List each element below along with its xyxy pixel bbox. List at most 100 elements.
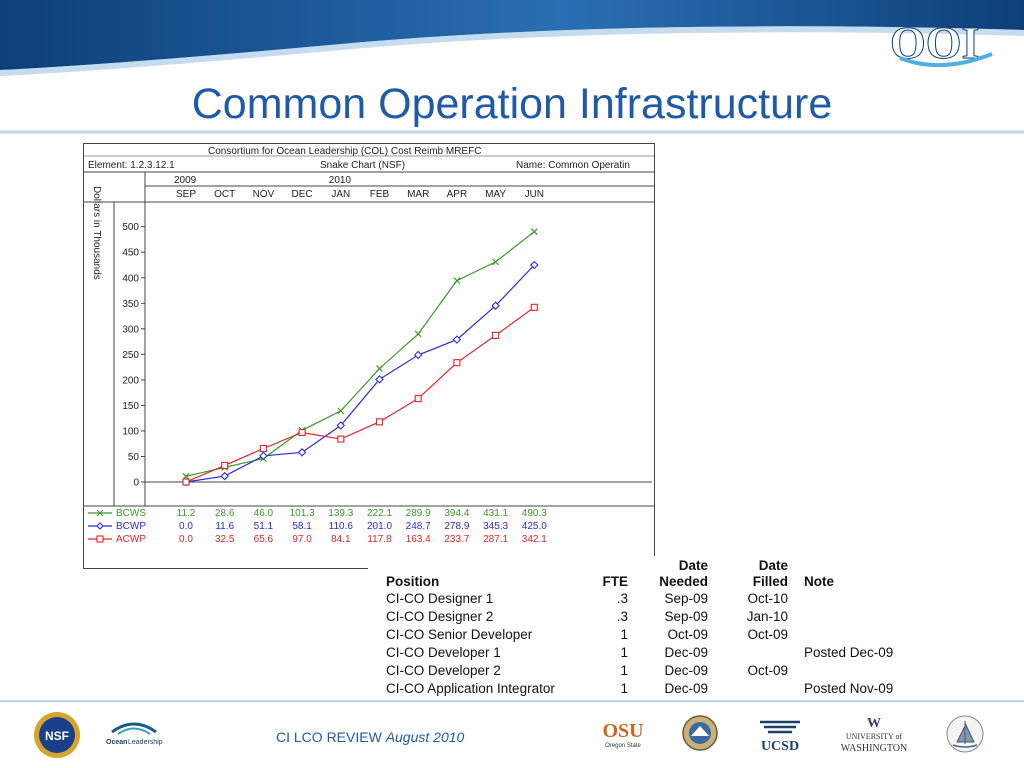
cell-note (792, 626, 918, 644)
cell-note (792, 608, 918, 626)
header-fte: FTE (602, 574, 629, 589)
y-tick-label: 100 (122, 426, 139, 437)
osu-logo: OSU Oregon State (602, 713, 643, 758)
x-tick-label: JAN (331, 189, 350, 200)
data-label-bcws: 46.0 (254, 508, 274, 519)
data-label-acwp: 65.6 (254, 534, 274, 545)
y-tick-label: 350 (122, 299, 139, 310)
data-label-acwp: 163.4 (406, 534, 431, 545)
x-tick-label: SEP (176, 189, 196, 200)
svg-text:UCSD: UCSD (761, 739, 799, 754)
svg-text:WASHINGTON: WASHINGTON (841, 743, 907, 754)
cell-fte: .3 (616, 591, 628, 606)
data-point-bcwp (220, 471, 229, 481)
data-label-acwp: 84.1 (331, 534, 351, 545)
x-tick-label: APR (447, 189, 468, 200)
oceanographic-institution-logo (945, 714, 985, 759)
data-label-bcwp: 278.9 (444, 521, 469, 532)
cell-fte: 1 (620, 645, 628, 660)
cell-fte: .3 (616, 609, 628, 624)
data-label-bcws: 222.1 (367, 508, 392, 519)
staffing-table: Position FTE Date Needed Date Filled Note … (382, 558, 918, 698)
footer-divider (0, 700, 1024, 702)
table-row: CI-CO Developer 1 1 Dec-09 Posted Dec-09 (382, 644, 918, 662)
y-axis-title: Dollars in Thousands (91, 186, 102, 280)
data-point-acwp (337, 435, 345, 443)
table-row: CI-CO Application Integrator 1 Dec-09 Po… (382, 680, 918, 698)
data-point-bcwp (530, 260, 539, 270)
data-label-bcwp: 11.6 (215, 521, 234, 532)
y-tick-label: 150 (122, 401, 139, 412)
svg-text:Leadership: Leadership (128, 739, 163, 746)
y-tick-label: 500 (122, 222, 139, 233)
data-point-bcwp (491, 301, 500, 310)
ocean-leadership-logo: Ocean Leadership (104, 714, 164, 759)
cell-date-filled (712, 644, 792, 662)
cell-date-filled: Oct-09 (747, 627, 788, 642)
legend-label-bcwp: BCWP (116, 521, 146, 532)
table-header-row: Position FTE Date Needed Date Filled Note (382, 558, 918, 590)
data-point-acwp (453, 359, 461, 367)
x-tick-label: DEC (292, 189, 313, 200)
data-label-bcwp: 201.0 (367, 521, 392, 532)
cell-date-needed: Dec-09 (664, 645, 708, 660)
x-tick-label: MAY (485, 189, 506, 200)
x-tick-label: JUN (525, 189, 544, 200)
data-point-acwp (414, 395, 422, 403)
data-point-acwp (182, 478, 190, 486)
data-point-bcws (376, 365, 383, 373)
snake-chart: Consortium for Ocean Leadership (COL) Co… (83, 143, 655, 569)
ooi-logo: OOI (886, 14, 1004, 74)
svg-text:W: W (867, 716, 881, 731)
data-label-acwp: 233.7 (444, 534, 469, 545)
year-label: 2009 (174, 175, 197, 186)
chart-name-label: Name: Common Operatin (516, 160, 630, 171)
data-point-acwp (259, 444, 267, 453)
cell-position: CI-CO Application Integrator (386, 681, 555, 696)
legend-marker-acwp (96, 535, 104, 543)
data-point-bcws (337, 407, 345, 415)
y-tick-label: 250 (122, 350, 139, 361)
data-label-acwp: 32.5 (215, 534, 235, 545)
data-point-bcws (453, 277, 461, 285)
legend-label-acwp: ACWP (116, 534, 146, 545)
y-tick-label: 50 (128, 452, 140, 463)
svg-text:NSF: NSF (45, 729, 69, 743)
data-point-bcwp (297, 448, 307, 457)
data-point-acwp (375, 418, 384, 426)
cell-position: CI-CO Developer 1 (386, 645, 501, 660)
staffing-table-panel: Position FTE Date Needed Date Filled Note … (368, 556, 996, 704)
legend-label-bcws: BCWS (116, 508, 146, 519)
chart-svg: Consortium for Ocean Leadership (COL) Co… (84, 146, 654, 545)
data-point-bcws (530, 228, 538, 236)
header-date-needed: Date Needed (659, 558, 708, 589)
svg-text:Oregon State: Oregon State (605, 743, 641, 749)
cell-fte: 1 (620, 663, 628, 678)
cell-date-needed: Oct-09 (667, 627, 708, 642)
data-point-acwp (298, 428, 306, 437)
ucsd-logo: UCSD (754, 714, 806, 759)
series-line-bcws (185, 231, 535, 477)
data-label-acwp: 117.8 (367, 534, 392, 545)
data-label-bcws: 289.9 (406, 508, 431, 519)
table-row: CI-CO Developer 2 1 Dec-09 Oct-09 (382, 662, 918, 680)
cell-fte: 1 (620, 681, 628, 696)
cell-date-filled: Oct-09 (747, 663, 788, 678)
header-position: Position (386, 574, 440, 589)
legend-marker-bcws (96, 509, 104, 517)
table-row: CI-CO Designer 2 .3 Sep-09 Jan-10 (382, 608, 918, 626)
cell-date-needed: Dec-09 (664, 681, 708, 696)
data-label-bcws: 431.1 (483, 508, 508, 519)
data-label-bcws: 490.3 (522, 508, 547, 519)
cell-date-needed: Dec-09 (664, 663, 708, 678)
cell-note: Posted Dec-09 (804, 645, 894, 660)
legend-marker-bcwp (96, 522, 104, 530)
data-label-bcwp: 248.7 (406, 521, 431, 532)
data-label-bcwp: 425.0 (522, 521, 547, 532)
x-tick-label: OCT (214, 189, 235, 200)
cell-note: Posted Nov-09 (804, 681, 894, 696)
chart-element-label: Element: 1.2.3.12.1 (88, 160, 175, 171)
svg-text:UNIVERSITY of: UNIVERSITY of (846, 732, 903, 741)
series-line-acwp (185, 306, 535, 483)
y-tick-label: 300 (122, 324, 139, 335)
